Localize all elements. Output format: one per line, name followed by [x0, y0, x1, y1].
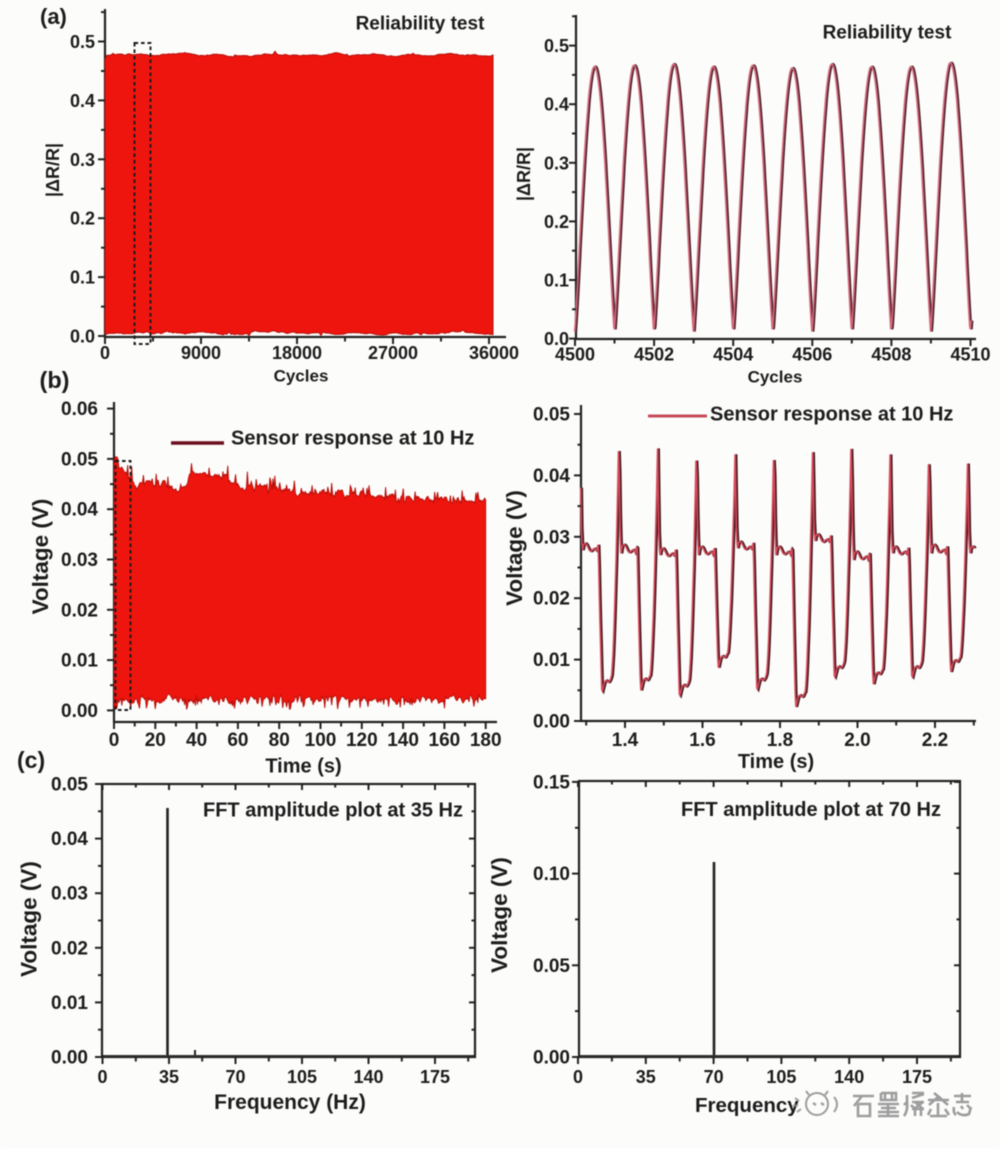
svg-text:70: 70	[225, 1067, 245, 1087]
svg-text:4508: 4508	[871, 345, 911, 365]
svg-text:2.2: 2.2	[922, 730, 948, 751]
svg-text:0.1: 0.1	[70, 268, 95, 288]
svg-text:0.1: 0.1	[544, 271, 569, 291]
svg-text:0.05: 0.05	[51, 775, 88, 796]
svg-text:0: 0	[100, 343, 110, 363]
svg-text:Time (s): Time (s)	[738, 751, 814, 773]
svg-text:0.01: 0.01	[61, 651, 98, 672]
svg-text:0.4: 0.4	[544, 95, 569, 115]
svg-text:0: 0	[97, 1067, 107, 1087]
svg-text:175: 175	[902, 1067, 932, 1087]
svg-text:0.05: 0.05	[533, 405, 570, 426]
svg-text:Frequency: Frequency	[695, 1094, 799, 1117]
svg-text:4506: 4506	[792, 345, 832, 365]
svg-text:27000: 27000	[368, 343, 418, 363]
svg-text:0.00: 0.00	[51, 1048, 88, 1069]
svg-text:4510: 4510	[950, 345, 990, 365]
svg-text:0.02: 0.02	[51, 938, 88, 959]
svg-text:140: 140	[387, 730, 419, 751]
svg-text:Voltage (V): Voltage (V)	[502, 490, 527, 606]
svg-text:1.6: 1.6	[689, 730, 715, 751]
svg-text:Voltage (V): Voltage (V)	[17, 861, 42, 977]
svg-text:0.10: 0.10	[533, 864, 570, 885]
svg-text:0.3: 0.3	[544, 153, 569, 173]
svg-text:4502: 4502	[634, 345, 674, 365]
svg-text:60: 60	[227, 730, 248, 751]
svg-text:(a): (a)	[40, 4, 67, 29]
svg-text:4504: 4504	[713, 345, 753, 365]
svg-text:0.04: 0.04	[61, 500, 98, 521]
svg-text:0.04: 0.04	[533, 466, 570, 487]
svg-text:Frequency (Hz): Frequency (Hz)	[214, 1091, 366, 1114]
svg-text:Time (s): Time (s)	[265, 756, 341, 778]
svg-text:0.05: 0.05	[61, 449, 98, 470]
svg-text:36000: 36000	[469, 343, 519, 363]
svg-text:1.8: 1.8	[767, 730, 793, 751]
svg-text:0.01: 0.01	[51, 993, 88, 1014]
svg-text:20: 20	[145, 730, 166, 751]
svg-text:9000: 9000	[181, 343, 221, 363]
svg-text:35: 35	[636, 1067, 656, 1087]
svg-text:1.4: 1.4	[612, 730, 639, 751]
svg-text:0.0: 0.0	[544, 329, 569, 349]
svg-text:0.5: 0.5	[70, 32, 95, 52]
svg-text:|ΔR/R|: |ΔR/R|	[43, 143, 63, 197]
svg-text:|ΔR/R|: |ΔR/R|	[514, 147, 534, 201]
svg-text:0.01: 0.01	[533, 650, 570, 671]
svg-text:FFT amplitude plot at 35 Hz: FFT amplitude plot at 35 Hz	[203, 800, 463, 822]
svg-text:Reliability test: Reliability test	[356, 14, 485, 35]
svg-text:70: 70	[704, 1067, 724, 1087]
svg-text:0.00: 0.00	[61, 701, 98, 722]
svg-text:0.0: 0.0	[70, 327, 95, 347]
svg-text:0.03: 0.03	[533, 527, 570, 548]
svg-text:18000: 18000	[272, 343, 322, 363]
svg-text:0.03: 0.03	[61, 550, 98, 571]
svg-text:0.03: 0.03	[51, 884, 88, 905]
svg-text:(b): (b)	[40, 367, 70, 393]
svg-text:35: 35	[159, 1067, 179, 1087]
svg-text:0.05: 0.05	[533, 956, 570, 977]
svg-text:0.15: 0.15	[533, 772, 570, 793]
svg-text:0: 0	[109, 730, 120, 751]
svg-text:Sensor response at 10 Hz: Sensor response at 10 Hz	[710, 404, 953, 426]
svg-text:0.4: 0.4	[70, 91, 95, 111]
svg-text:Voltage (V): Voltage (V)	[28, 499, 53, 615]
svg-text:Reliability test: Reliability test	[823, 23, 952, 44]
svg-text:105: 105	[287, 1067, 317, 1087]
svg-text:140: 140	[353, 1067, 383, 1087]
svg-text:4500: 4500	[555, 345, 595, 365]
svg-text:0.5: 0.5	[544, 36, 569, 56]
svg-text:160: 160	[429, 730, 461, 751]
svg-text:0.2: 0.2	[70, 209, 95, 229]
svg-text:140: 140	[834, 1067, 864, 1087]
svg-text:40: 40	[186, 730, 207, 751]
svg-text:105: 105	[766, 1067, 796, 1087]
svg-text:80: 80	[269, 730, 290, 751]
svg-text:0.06: 0.06	[61, 399, 98, 420]
svg-text:(c): (c)	[17, 747, 45, 773]
svg-text:180: 180	[470, 730, 502, 751]
svg-text:100: 100	[305, 730, 337, 751]
svg-text:120: 120	[346, 730, 378, 751]
svg-text:0.3: 0.3	[70, 150, 95, 170]
svg-text:0.04: 0.04	[51, 829, 88, 850]
svg-text:FFT amplitude plot at 70 Hz: FFT amplitude plot at 70 Hz	[681, 799, 941, 821]
svg-text:Voltage (V): Voltage (V)	[487, 857, 512, 973]
svg-text:175: 175	[420, 1067, 450, 1087]
svg-text:0.00: 0.00	[533, 1048, 570, 1069]
svg-text:0.02: 0.02	[61, 600, 98, 621]
svg-text:2.0: 2.0	[844, 730, 870, 751]
svg-text:0.2: 0.2	[544, 212, 569, 232]
svg-text:0: 0	[573, 1067, 583, 1087]
svg-text:0.00: 0.00	[533, 712, 570, 733]
svg-text:0.02: 0.02	[533, 589, 570, 610]
svg-text:Sensor response at 10 Hz: Sensor response at 10 Hz	[231, 428, 474, 450]
svg-text:Cycles: Cycles	[274, 367, 329, 386]
svg-text:Cycles: Cycles	[748, 368, 803, 387]
